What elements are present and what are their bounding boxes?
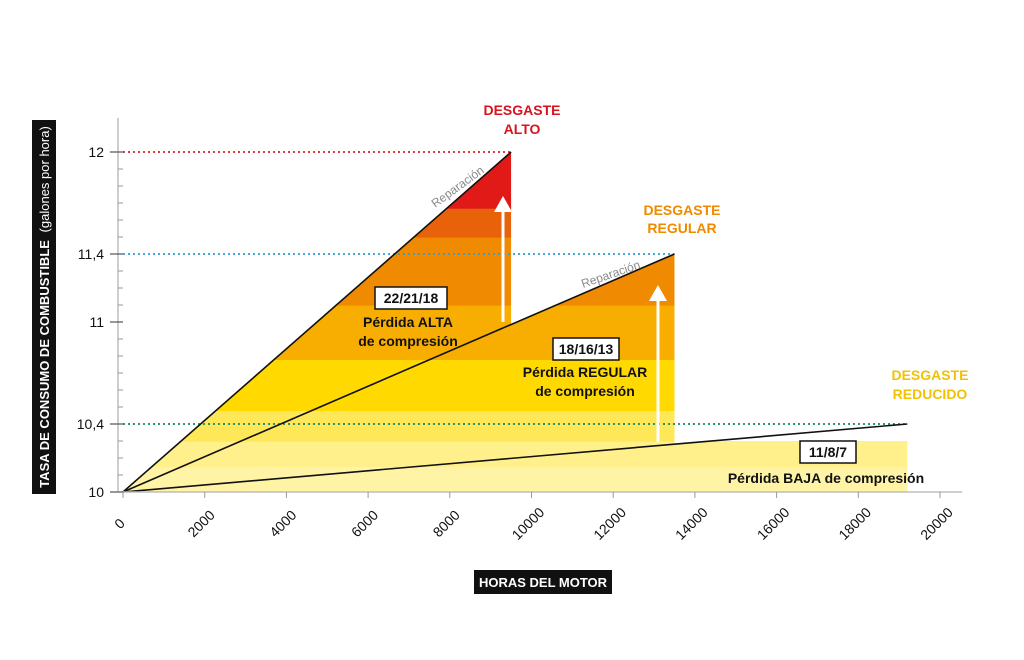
arrow-high <box>494 196 512 322</box>
code-high: 22/21/18 <box>384 290 439 306</box>
svg-text:DESGASTE: DESGASTE <box>483 102 560 118</box>
series-lines <box>122 151 908 493</box>
label-regular-line2: de compresión <box>535 383 635 399</box>
x-tick-label: 4000 <box>266 507 299 540</box>
y-axis-title-main: TASA DE CONSUMO DE COMBUSTIBLE <box>37 240 52 488</box>
x-tick-label: 2000 <box>184 507 217 540</box>
svg-text:TASA DE CONSUMO DE COMBUSTIBLE: TASA DE CONSUMO DE COMBUSTIBLE (galones … <box>37 126 52 488</box>
zone-title-regular: DESGASTE REGULAR <box>643 202 720 236</box>
x-tick-label: 12000 <box>590 504 629 543</box>
zone-title-high: DESGASTE ALTO <box>483 102 560 137</box>
label-high-line2: de compresión <box>358 333 458 349</box>
band-high-7 <box>123 152 512 209</box>
label-high-line1: Pérdida ALTA <box>363 314 453 330</box>
band-high-6 <box>123 208 512 238</box>
label-regular-line1: Pérdida REGULAR <box>523 364 647 380</box>
series-line-1 <box>122 253 675 493</box>
band-regular-5 <box>123 254 675 306</box>
x-tick-label: 10000 <box>509 504 548 543</box>
y-axis-title: TASA DE CONSUMO DE COMBUSTIBLE (galones … <box>32 120 56 494</box>
label-low: Pérdida BAJA de compresión <box>728 470 924 486</box>
threshold-lines <box>123 151 908 425</box>
code-box-high <box>374 286 448 310</box>
x-axis-title: HORAS DEL MOTOR <box>474 570 612 594</box>
x-tick-label: 8000 <box>430 507 463 540</box>
code-regular: 18/16/13 <box>559 341 614 357</box>
svg-text:HORAS DEL MOTOR: HORAS DEL MOTOR <box>479 575 608 590</box>
series-line-0 <box>122 151 512 493</box>
annotation-low: 11/8/7 Pérdida BAJA de compresión <box>728 440 924 486</box>
svg-text:DESGASTE: DESGASTE <box>891 367 968 383</box>
svg-text:DESGASTE: DESGASTE <box>643 202 720 218</box>
band-high-0 <box>123 466 512 492</box>
y-tick-label: 11,4 <box>78 246 104 262</box>
x-axis-ticks: 0 2000 4000 6000 8000 10000 12000 14000 16000 180… <box>111 492 956 543</box>
x-tick-label: 18000 <box>835 504 874 543</box>
y-tick-label: 11 <box>89 314 104 330</box>
y-axis-ticks: 10 10,4 11 11,4 12 <box>77 144 123 500</box>
series-line-2 <box>122 423 908 493</box>
svg-text:REGULAR: REGULAR <box>647 220 716 236</box>
svg-text:ALTO: ALTO <box>504 121 541 137</box>
band-high-5 <box>123 237 512 306</box>
x-tick-label: 16000 <box>754 504 793 543</box>
code-box-regular <box>552 337 620 361</box>
arrow-medium <box>649 285 667 442</box>
zone-title-low: DESGASTE REDUCIDO <box>891 367 968 402</box>
x-tick-label: 20000 <box>917 504 956 543</box>
code-box-low <box>799 440 857 464</box>
band-regular-4 <box>123 305 675 360</box>
x-tick-label: 14000 <box>672 504 711 543</box>
svg-text:REDUCIDO: REDUCIDO <box>893 386 968 402</box>
increase-arrows <box>494 196 667 442</box>
x-tick-label: 6000 <box>348 507 381 540</box>
y-tick-label: 12 <box>88 144 104 160</box>
code-low: 11/8/7 <box>809 444 847 460</box>
y-tick-label: 10 <box>88 484 104 500</box>
band-high-1 <box>123 441 512 468</box>
annotation-high: 22/21/18 Pérdida ALTA de compresión <box>358 286 458 349</box>
y-tick-label: 10,4 <box>77 416 104 432</box>
y-axis-title-unit: (galones por hora) <box>37 126 52 232</box>
annotation-regular: 18/16/13 Pérdida REGULAR de compresión <box>523 337 647 399</box>
x-tick-label: 0 <box>111 515 128 532</box>
